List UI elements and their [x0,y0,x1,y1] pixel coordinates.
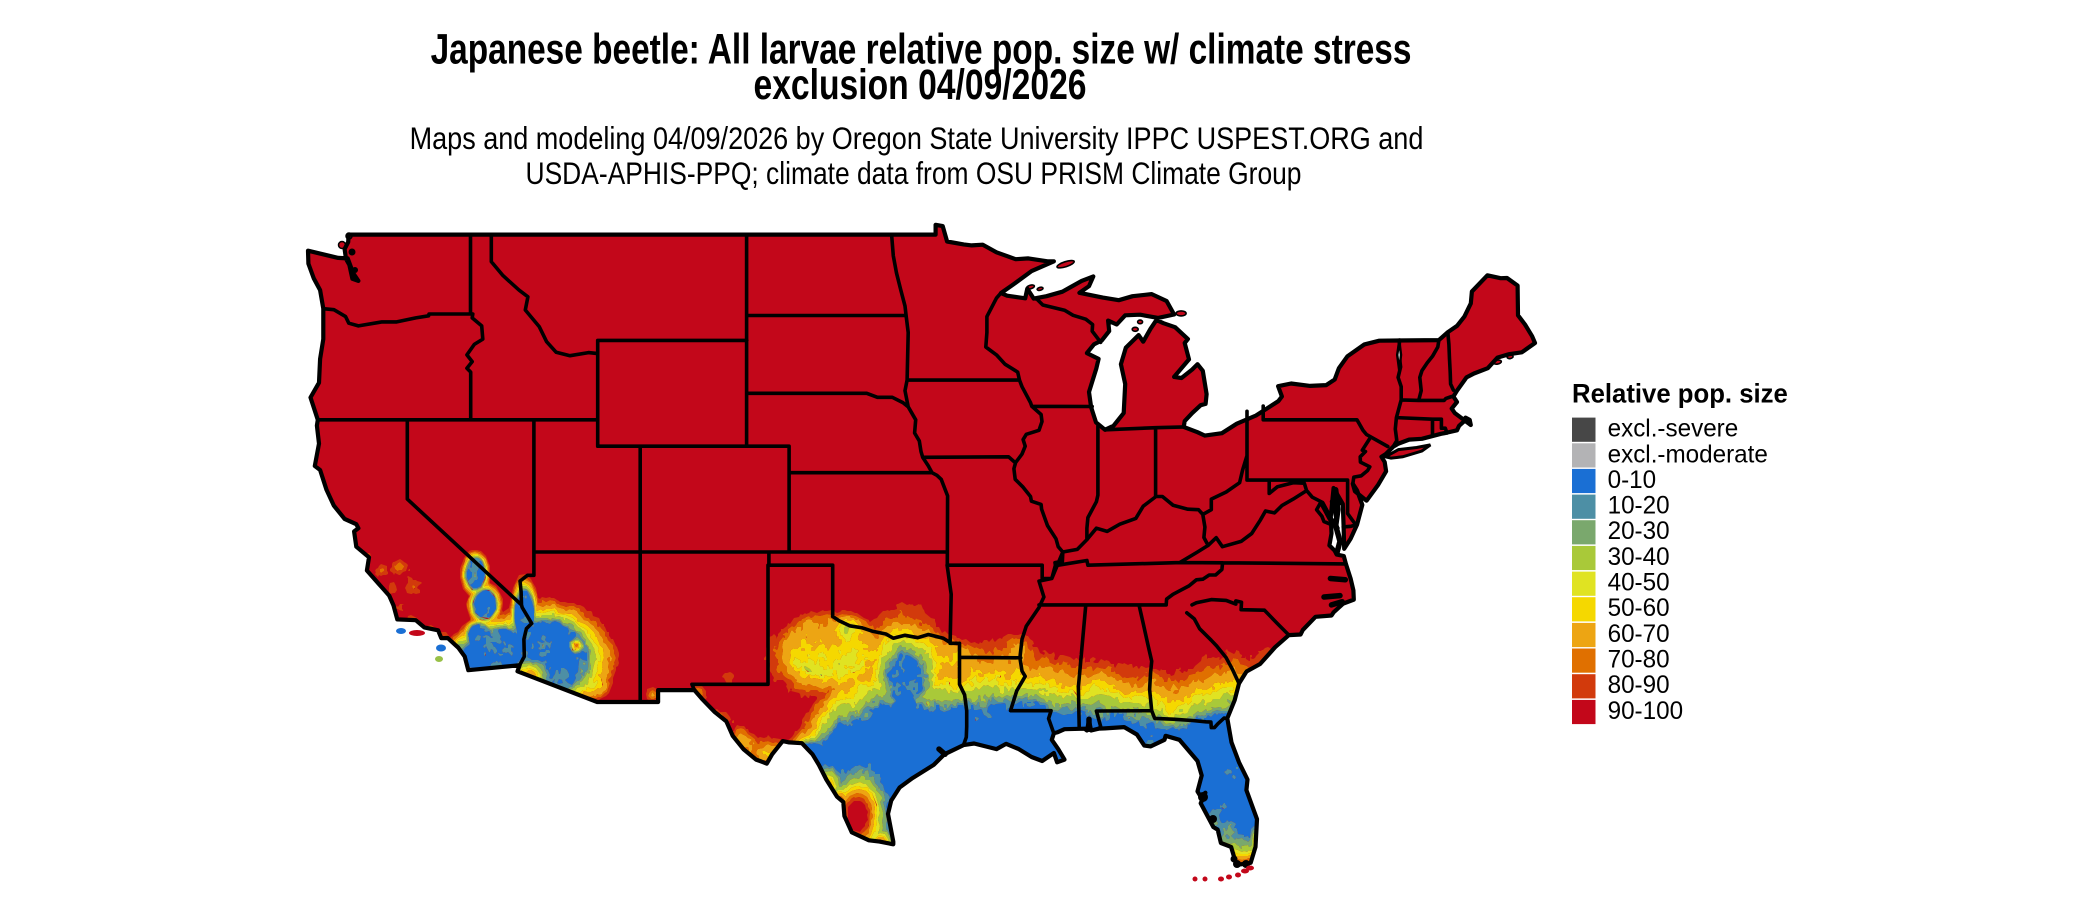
svg-text:60-70: 60-70 [1608,621,1670,648]
svg-text:70-80: 70-80 [1608,646,1670,673]
svg-text:40-50: 40-50 [1608,569,1670,596]
svg-text:USDA-APHIS-PPQ; climate data f: USDA-APHIS-PPQ; climate data from OSU PR… [526,157,1302,192]
svg-text:30-40: 30-40 [1608,544,1670,571]
svg-text:80-90: 80-90 [1608,672,1670,699]
svg-text:exclusion 04/09/2026: exclusion 04/09/2026 [753,61,1086,109]
svg-text:excl.-moderate: excl.-moderate [1608,441,1768,468]
svg-text:0-10: 0-10 [1608,467,1657,494]
svg-text:50-60: 50-60 [1608,595,1670,622]
svg-text:Relative pop. size: Relative pop. size [1572,378,1788,409]
svg-text:Maps and modeling 04/09/2026 b: Maps and modeling 04/09/2026 by Oregon S… [410,121,1424,156]
svg-text:10-20: 10-20 [1608,492,1670,519]
svg-text:Japanese beetle: All larvae re: Japanese beetle: All larvae relative pop… [431,26,1412,74]
svg-text:90-100: 90-100 [1608,698,1683,725]
svg-text:excl.-severe: excl.-severe [1608,415,1739,442]
svg-text:20-30: 20-30 [1608,518,1670,545]
